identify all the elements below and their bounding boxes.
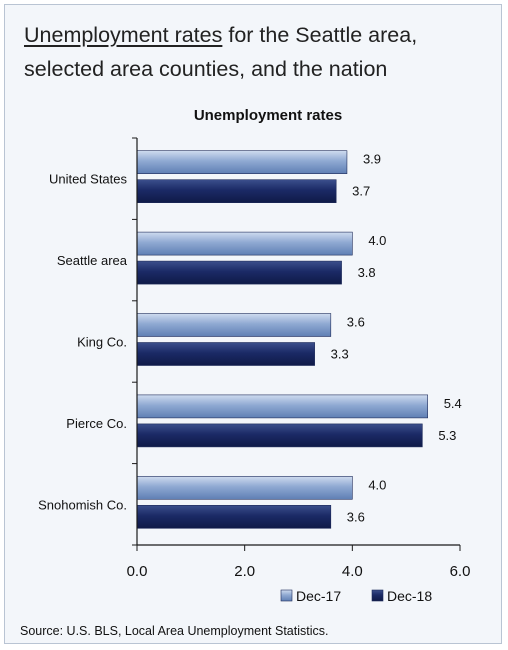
data-label: 4.0	[368, 233, 386, 248]
data-label: 3.9	[363, 152, 381, 167]
data-label: 5.3	[438, 428, 456, 443]
x-tick-label: 6.0	[450, 563, 471, 580]
legend-label: Dec-18	[387, 588, 432, 604]
x-tick-label: 4.0	[342, 563, 363, 580]
bar-dec-18	[136, 423, 423, 448]
category-label: Pierce Co.	[66, 416, 127, 431]
category-label: Snohomish Co.	[38, 497, 127, 512]
data-label: 5.4	[444, 396, 462, 411]
bar-dec-17	[136, 475, 353, 500]
source-note: Source: U.S. BLS, Local Area Unemploymen…	[20, 624, 329, 638]
bar-dec-17	[136, 394, 429, 419]
legend-swatch-dec-17	[280, 589, 293, 602]
data-label: 3.6	[347, 315, 365, 330]
bar-dec-17	[136, 150, 348, 174]
bar-dec-18	[136, 179, 337, 203]
bar-dec-17	[136, 231, 353, 256]
page-title: Unemployment rates for the Seattle area,…	[24, 18, 494, 86]
data-label: 4.0	[368, 477, 386, 492]
category-label: King Co.	[77, 335, 127, 350]
data-label: 3.3	[331, 347, 349, 362]
category-label: Seattle area	[57, 253, 128, 268]
data-label: 3.7	[352, 184, 370, 199]
bar-dec-17	[136, 313, 332, 337]
page-title-line1-rest: for the Seattle area,	[222, 23, 418, 47]
legend-label: Dec-17	[296, 588, 341, 604]
bar-dec-18	[136, 260, 342, 285]
category-label: United States	[49, 172, 128, 187]
chart-title: Unemployment rates	[194, 107, 342, 124]
data-label: 3.6	[347, 509, 365, 524]
x-tick-label: 2.0	[234, 563, 255, 580]
legend-swatch-dec-18	[371, 589, 384, 602]
bar-dec-18	[136, 342, 315, 366]
bar-dec-18	[136, 504, 332, 529]
data-label: 3.8	[358, 265, 376, 280]
x-tick-label: 0.0	[127, 563, 148, 580]
page-title-line2: selected area counties, and the nation	[24, 57, 388, 81]
page-title-underlined: Unemployment rates	[24, 23, 223, 47]
